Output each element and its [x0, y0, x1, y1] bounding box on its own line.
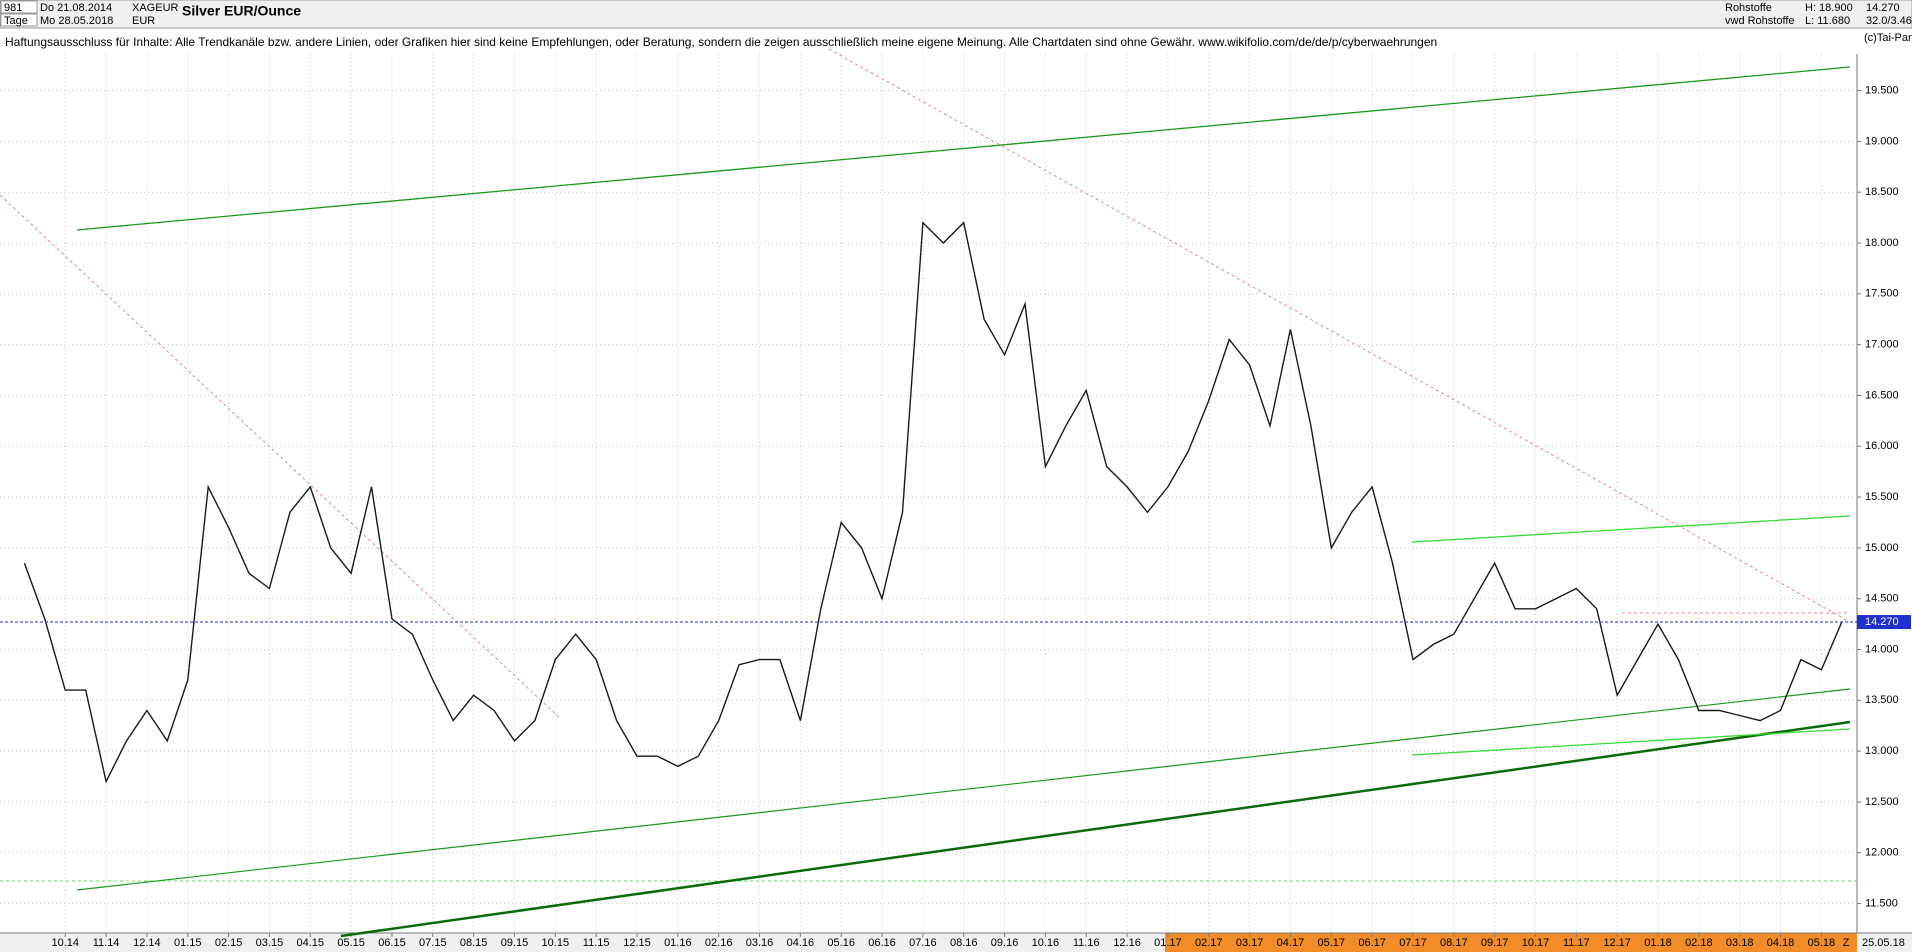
- count-box[interactable]: [0, 0, 38, 14]
- x-tick-label: 07.15: [419, 937, 447, 949]
- chart-title: Silver EUR/Ounce: [182, 3, 301, 19]
- x-tick-label: 01.16: [664, 937, 692, 949]
- current-price-box: [1857, 615, 1911, 630]
- trend-line: [340, 720, 1851, 938]
- x-tick-label: 11.14: [93, 937, 120, 949]
- x-tick-label: 04.16: [787, 937, 815, 949]
- x-tick-label: 01.18: [1644, 937, 1672, 949]
- source: vwd Rohstoffe: [1725, 15, 1795, 27]
- x-tick-label: 06.16: [868, 937, 896, 949]
- y-tick-label: 16.000: [1865, 440, 1899, 452]
- x-tick-label: 06.17: [1358, 937, 1386, 949]
- trend-line: [0, 194, 562, 720]
- symbol: XAGEUR: [132, 2, 179, 14]
- x-tick-label: 10.14: [51, 937, 79, 949]
- trend-line: [1411, 728, 1851, 756]
- x-tick-label: 11.16: [1073, 937, 1100, 949]
- x-tick-label: 08.17: [1440, 937, 1468, 949]
- y-tick-label: 14.500: [1865, 593, 1899, 605]
- data: 14.270: [0, 221, 1911, 784]
- grid: 11.500 12.000 12.500 13.000 13.500 14.000 14.5…: [0, 54, 1899, 949]
- y-tick-label: 13.000: [1865, 745, 1899, 757]
- x-tick-label: 03.15: [256, 937, 284, 949]
- y-tick-label: 14.000: [1865, 643, 1899, 655]
- y-tick-label: 17.500: [1865, 288, 1899, 300]
- copyright: (c)Tai-Pan: [1864, 32, 1912, 44]
- low: L: 11.680: [1805, 15, 1850, 27]
- y-tick-label: 15.000: [1865, 542, 1899, 554]
- x-tick-label: 02.16: [705, 937, 733, 949]
- x-tick-label: 01.15: [174, 937, 202, 949]
- y-tick-label: 17.000: [1865, 339, 1899, 351]
- x-tick-label: 12.14: [133, 937, 161, 949]
- trend-lines: [0, 48, 1857, 938]
- x-tick-label: 11.17: [1563, 937, 1590, 949]
- x-tick-label: 04.15: [297, 937, 325, 949]
- last-price: 14.270: [1866, 2, 1900, 14]
- x-tick-label: 02.15: [215, 937, 243, 949]
- trend-line: [1411, 515, 1851, 543]
- x-tick-label: 12.16: [1113, 937, 1141, 949]
- zoom[interactable]: Z: [1843, 937, 1850, 949]
- high: H: 18.900: [1805, 2, 1853, 14]
- x-tick-label: 03.17: [1236, 937, 1264, 949]
- y-tick-label: 12.500: [1865, 796, 1899, 808]
- to-date: Mo 28.05.2018: [40, 15, 113, 27]
- y-tick-label: 11.500: [1865, 897, 1898, 909]
- x-tick-label: 10.17: [1522, 937, 1550, 949]
- x-tick-label: 12.17: [1603, 937, 1631, 949]
- period: Tage: [4, 15, 28, 27]
- x-tick-label: 02.17: [1195, 937, 1223, 949]
- x-tick-label: 12.15: [623, 937, 651, 949]
- y-tick-label: 16.500: [1865, 389, 1899, 401]
- x-tick-label: 08.15: [460, 937, 488, 949]
- currency: EUR: [132, 15, 155, 27]
- x-tick-label: 07.16: [909, 937, 937, 949]
- x-tick-label: 09.16: [991, 937, 1019, 949]
- change: 32.0/3.460: [1866, 15, 1912, 27]
- x-tick-label: 09.17: [1481, 937, 1509, 949]
- trend-line: [76, 688, 1851, 891]
- x-tick-label: 01.17: [1154, 937, 1182, 949]
- x-tick-label: 03.16: [746, 937, 774, 949]
- x-tick-label: 04.17: [1277, 937, 1305, 949]
- x-tick-label: 07.17: [1399, 937, 1427, 949]
- market: Rohstoffe: [1725, 2, 1772, 14]
- count: 981: [4, 2, 22, 14]
- x-tick-label: 06.15: [378, 937, 406, 949]
- y-tick-label: 18.500: [1865, 186, 1899, 198]
- x-tick-label: 10.15: [542, 937, 570, 949]
- x-axis-highlight: [1165, 933, 1857, 952]
- from-date: Do 21.08.2014: [40, 2, 112, 14]
- x-tick-label: 05.16: [827, 937, 855, 949]
- x-tick-label: 04.18: [1767, 937, 1795, 949]
- trend-line: [76, 66, 1851, 231]
- y-tick-label: 15.500: [1865, 491, 1899, 503]
- x-tick-label: 05.15: [337, 937, 365, 949]
- current-price-label: 14.270: [1865, 616, 1899, 628]
- x-tick-label: 10.16: [1032, 937, 1060, 949]
- y-tick-label: 19.000: [1865, 135, 1899, 147]
- y-tick-label: 18.000: [1865, 237, 1899, 249]
- price-line: [23, 221, 1843, 784]
- header-bar: [0, 0, 1912, 29]
- end-date: 25.05.18: [1862, 937, 1905, 949]
- x-tick-label: 03.18: [1726, 937, 1754, 949]
- x-tick-label: 05.18: [1808, 937, 1836, 949]
- period-box[interactable]: [0, 13, 38, 27]
- y-tick-label: 19.500: [1865, 84, 1899, 96]
- x-tick-label: 11.15: [583, 937, 610, 949]
- disclaimer: Haftungsausschluss für Inhalte: Alle Tre…: [5, 35, 1437, 49]
- x-tick-label: 09.15: [501, 937, 529, 949]
- y-tick-label: 13.500: [1865, 694, 1899, 706]
- x-tick-label: 08.16: [950, 937, 978, 949]
- y-tick-label: 12.000: [1865, 847, 1899, 859]
- x-tick-label: 05.17: [1318, 937, 1346, 949]
- x-tick-label: 02.18: [1685, 937, 1713, 949]
